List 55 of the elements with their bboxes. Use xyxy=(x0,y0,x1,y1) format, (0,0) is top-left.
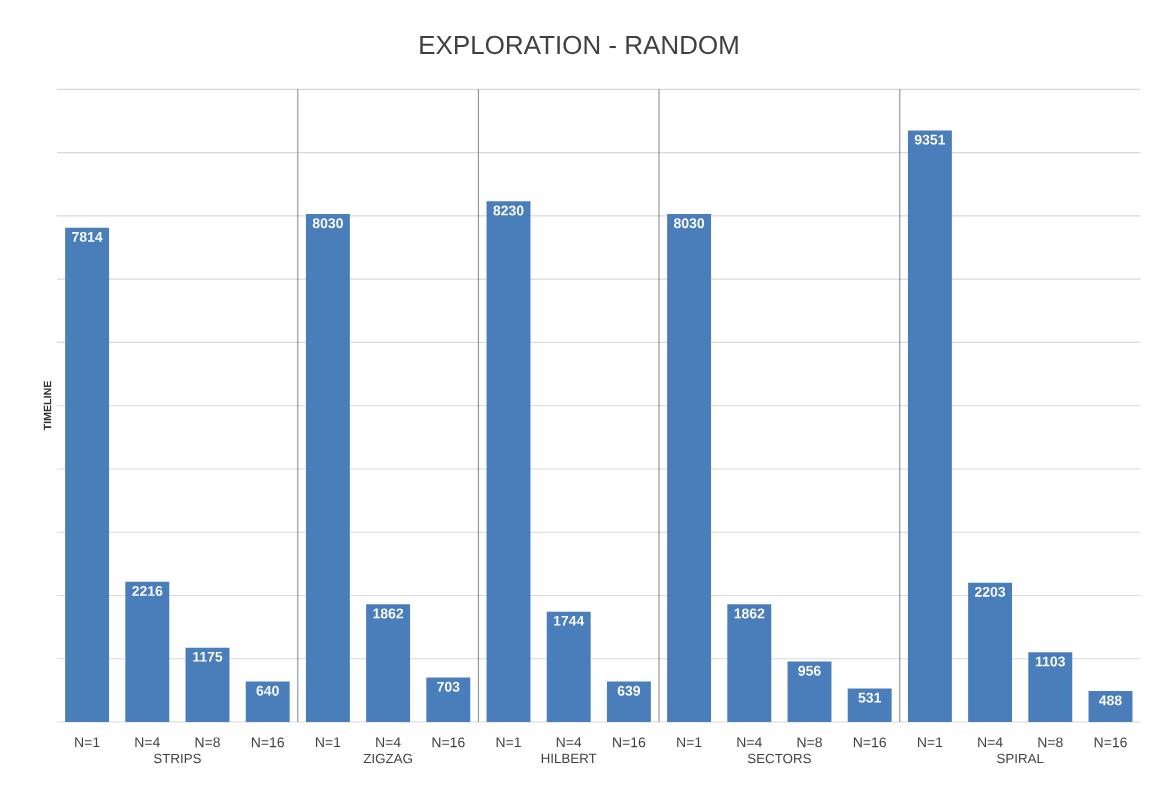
bar xyxy=(727,604,772,722)
data-label: 8030 xyxy=(312,218,343,229)
x-tick-label: N=16 xyxy=(432,737,465,748)
data-label: 1103 xyxy=(1035,656,1065,667)
data-label: 1862 xyxy=(373,608,404,619)
data-label: 9351 xyxy=(914,134,946,145)
data-label: 488 xyxy=(1099,695,1122,706)
x-tick-label: N=16 xyxy=(1094,737,1127,748)
x-tick-label: N=8 xyxy=(1038,737,1063,748)
x-tick-label: N=1 xyxy=(496,737,521,748)
x-tick-label: N=1 xyxy=(75,737,100,748)
x-tick-label: N=4 xyxy=(556,737,582,748)
data-label: 1862 xyxy=(734,608,765,619)
data-label: 531 xyxy=(858,692,881,703)
bar xyxy=(787,661,832,722)
data-label: 639 xyxy=(617,685,641,696)
x-tick-label: N=8 xyxy=(797,737,822,748)
data-label: 1175 xyxy=(193,651,223,662)
bar xyxy=(968,582,1013,722)
x-axis-title: ZIGZAG xyxy=(363,753,412,764)
data-label: 8230 xyxy=(493,205,524,216)
x-tick-label: N=16 xyxy=(853,737,886,748)
x-tick-label: N=4 xyxy=(135,737,160,748)
bar xyxy=(185,647,230,722)
x-axis-title: SPIRAL xyxy=(997,753,1044,764)
bar xyxy=(245,681,290,722)
bar xyxy=(847,688,892,722)
bar xyxy=(667,213,712,722)
bar xyxy=(1088,691,1133,722)
data-label: 640 xyxy=(256,685,279,696)
x-tick-label: N=8 xyxy=(195,737,220,748)
x-axis-title: SECTORS xyxy=(747,753,811,764)
x-tick-label: N=1 xyxy=(316,737,341,748)
x-tick-label: N=4 xyxy=(978,737,1003,748)
data-label: 7814 xyxy=(72,231,103,242)
chart-title: EXPLORATION - RANDOM xyxy=(420,35,738,55)
bar xyxy=(907,130,952,722)
x-axis-title: HILBERT xyxy=(541,753,597,763)
y-axis-title: TIMELINE xyxy=(43,381,52,431)
data-label: 703 xyxy=(437,681,460,692)
x-tick-label: N=1 xyxy=(918,737,943,748)
data-label: 956 xyxy=(798,665,821,676)
x-tick-label: N=4 xyxy=(737,737,762,748)
bar xyxy=(1028,652,1073,722)
data-label: 2216 xyxy=(132,586,163,596)
bar xyxy=(125,581,170,722)
x-tick-label: N=4 xyxy=(376,737,401,748)
data-label: 1744 xyxy=(554,615,585,626)
x-tick-label: N=16 xyxy=(251,737,285,748)
data-label: 2203 xyxy=(975,586,1006,597)
bar xyxy=(65,227,110,722)
x-tick-label: N=16 xyxy=(613,737,646,748)
x-tick-label: N=1 xyxy=(677,737,702,748)
x-axis-title: STRIPS xyxy=(153,753,201,764)
data-label: 8030 xyxy=(673,218,705,229)
